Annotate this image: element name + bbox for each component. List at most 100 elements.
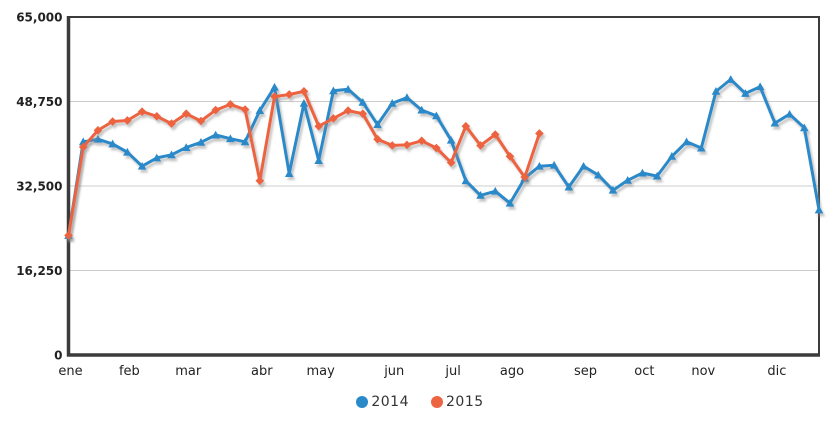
marker-2015 (314, 121, 323, 131)
y-tick-label: 0 (54, 349, 62, 363)
x-tick-label: abr (251, 364, 273, 379)
marker-2015 (535, 129, 544, 138)
marker-2015 (123, 116, 132, 125)
legend-label: 2015 (446, 394, 484, 410)
chart-plot-area: 65,000 48,750 32,500 16,250 0 ene feb mar abr may… (16, 11, 824, 379)
legend-item-2015[interactable]: 2015 (431, 394, 484, 410)
x-tick-label: oct (634, 364, 654, 379)
marker-2014 (593, 170, 603, 179)
marker-2014 (211, 130, 220, 139)
marker-2014 (623, 175, 632, 184)
marker-2014 (152, 153, 162, 162)
marker-2015 (476, 141, 485, 150)
marker-2015 (432, 143, 441, 153)
marker-2014 (711, 87, 721, 95)
marker-2014 (579, 161, 588, 170)
y-tick-label: 48,750 (16, 95, 62, 109)
marker-2014 (696, 143, 706, 152)
marker-2015 (167, 119, 176, 128)
marker-2015 (387, 141, 397, 150)
marker-2014 (652, 171, 662, 180)
marker-2015 (284, 90, 294, 99)
marker-2014 (167, 150, 176, 159)
marker-2015 (520, 172, 529, 182)
marker-2014 (299, 99, 309, 107)
y-tick-label: 65,000 (16, 11, 62, 25)
marker-2014 (358, 97, 368, 106)
marker-2015 (93, 126, 103, 135)
marker-2014 (549, 160, 559, 169)
marker-2014 (93, 134, 103, 143)
marker-2015 (240, 105, 250, 114)
x-tick-label: jul (444, 364, 460, 379)
legend-item-2014[interactable]: 2014 (356, 394, 409, 410)
marker-2014 (432, 111, 441, 120)
marker-2015 (490, 130, 500, 139)
marker-2014 (226, 134, 235, 143)
marker-2014 (329, 86, 338, 95)
marker-2014 (741, 89, 750, 97)
marker-2014 (770, 118, 780, 127)
series-line-2014 (67, 77, 821, 236)
series-2014 (64, 75, 824, 239)
marker-2015 (270, 92, 279, 101)
marker-2015 (152, 112, 162, 121)
marker-2015 (299, 87, 309, 96)
marker-2014 (387, 99, 397, 107)
marker-2015 (78, 142, 88, 152)
marker-2015 (181, 109, 191, 119)
marker-2015 (505, 152, 515, 161)
marker-2014 (314, 156, 323, 164)
marker-2014 (726, 75, 736, 83)
marker-2015 (211, 105, 220, 115)
marker-2014 (799, 123, 809, 132)
y-tick-label: 16,250 (16, 264, 62, 278)
marker-2015 (417, 136, 426, 146)
marker-2015 (226, 100, 235, 109)
marker-2015 (373, 134, 382, 144)
marker-2014 (343, 84, 353, 93)
marker-2014 (505, 198, 515, 207)
marker-2014 (667, 152, 677, 160)
marker-2014 (255, 106, 265, 115)
chart-legend: 2014 2015 (0, 394, 840, 410)
legend-label: 2014 (371, 394, 409, 410)
marker-2014 (108, 139, 117, 148)
marker-2014 (240, 137, 250, 146)
marker-2015 (64, 231, 73, 240)
marker-2014 (284, 169, 294, 177)
marker-2014 (196, 138, 206, 146)
marker-2015 (402, 140, 412, 150)
marker-2014 (446, 135, 456, 144)
x-tick-label: ene (58, 364, 82, 379)
x-tick-label: nov (691, 364, 715, 379)
marker-2015 (446, 158, 456, 167)
x-tick-label: sep (574, 364, 597, 379)
marker-2014 (461, 176, 471, 185)
x-tick-label: mar (175, 364, 202, 379)
x-tick-label: feb (119, 364, 140, 379)
series-2015 (64, 87, 544, 240)
x-tick-label: jun (383, 364, 404, 379)
marker-2014 (181, 143, 191, 151)
marker-2014 (490, 186, 500, 195)
marker-2015 (137, 107, 147, 116)
y-tick-label: 32,500 (16, 180, 62, 194)
marker-2015 (108, 117, 117, 126)
marker-2014 (123, 147, 132, 156)
marker-2015 (343, 106, 353, 115)
x-tick-label: dic (767, 364, 786, 379)
marker-2014 (402, 93, 412, 102)
marker-2014 (564, 182, 574, 191)
x-tick-label: may (307, 364, 336, 379)
marker-2014 (417, 105, 426, 114)
marker-2015 (255, 176, 265, 186)
marker-2015 (358, 109, 368, 119)
marker-2014 (755, 82, 765, 91)
marker-2014 (638, 168, 647, 177)
marker-2014 (137, 161, 147, 170)
marker-2014 (535, 161, 544, 170)
marker-2014 (476, 191, 485, 199)
